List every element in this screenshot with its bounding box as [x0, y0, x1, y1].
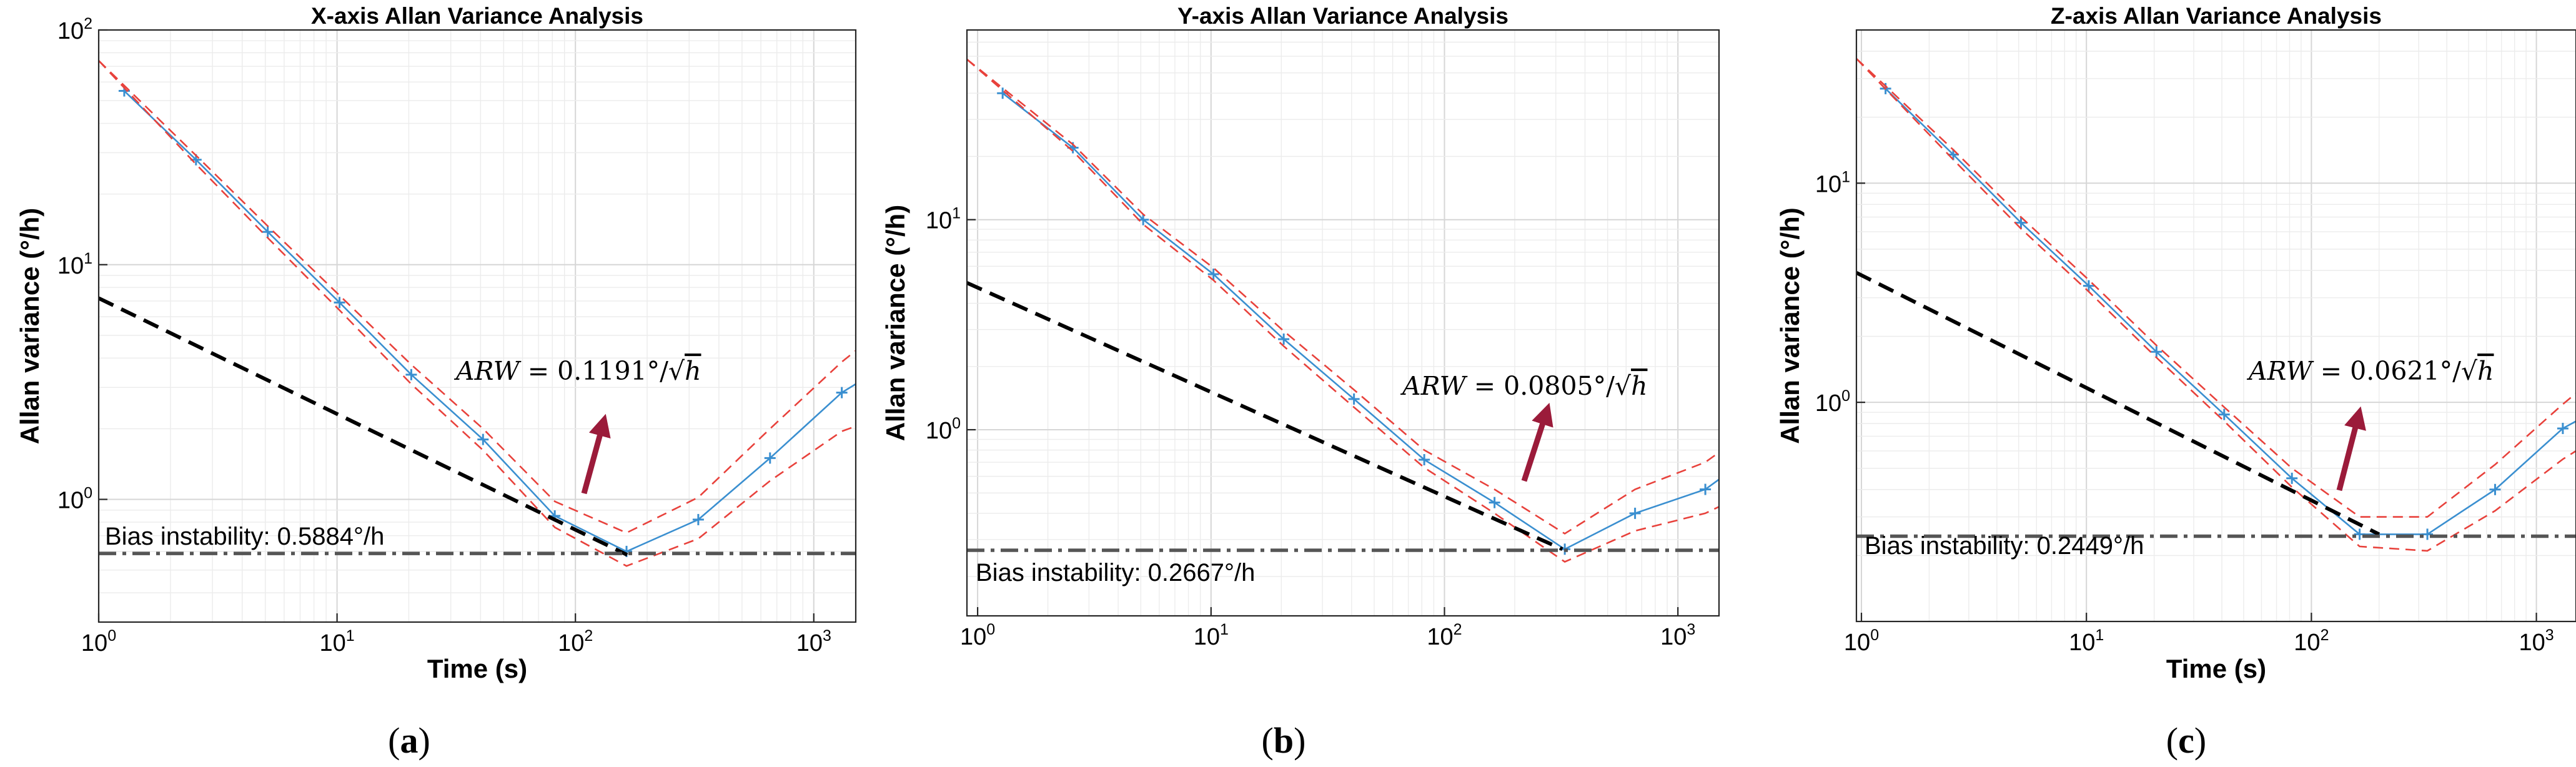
data-point-marker	[2489, 483, 2501, 495]
chart-panel-c: 100 101 102 103 100 101 Z-axis Allan Variance …	[1775, 3, 2576, 761]
arw-annotation: ARW = 0.0805°/√h	[1400, 371, 1647, 401]
data-point-marker	[1278, 333, 1290, 345]
series-line-allan-variance	[1002, 92, 1719, 550]
data-point-marker	[2015, 217, 2027, 229]
x-axis-label: Time (s)	[427, 654, 527, 683]
data-point-marker	[1419, 453, 1430, 465]
y-tick-label: 100	[57, 485, 92, 514]
axes-frame	[966, 29, 1720, 617]
y-axis-label: Allan variance (°/h)	[881, 205, 910, 442]
data-point-marker	[1629, 507, 1641, 519]
y-axis-label: Allan variance (°/h)	[15, 208, 44, 445]
series-line-arw-slope	[967, 281, 1563, 552]
x-tick-label: 100	[960, 621, 995, 650]
plot-area	[1856, 30, 2576, 621]
chart-title: Z-axis Allan Variance Analysis	[2051, 3, 2382, 29]
x-tick-label: 102	[1427, 621, 1462, 650]
panel-label: (a)	[388, 720, 430, 761]
x-tick-label: 100	[1844, 626, 1879, 656]
series-line-lower-bound	[1856, 58, 2576, 552]
x-tick-label: 100	[81, 627, 116, 656]
plot-area	[99, 30, 856, 622]
x-tick-label: 101	[1194, 621, 1229, 650]
series-line-lower-bound	[99, 60, 856, 567]
series-line-arw-slope	[99, 296, 628, 557]
data-point-marker	[405, 369, 417, 380]
data-point-marker	[2151, 346, 2162, 358]
plot-area	[967, 30, 1719, 616]
axes-frame	[97, 29, 857, 623]
data-point-marker	[692, 513, 704, 525]
y-tick-label: 101	[926, 205, 961, 234]
data-point-marker	[2557, 422, 2569, 434]
panel-label: (c)	[2166, 720, 2206, 761]
data-point-marker	[1489, 497, 1500, 508]
bias-instability-label: Bias instability: 0.2449°/h	[1865, 532, 2144, 560]
x-tick-label: 103	[2519, 626, 2554, 656]
y-tick-label: 100	[1815, 387, 1850, 417]
data-point-marker	[764, 452, 776, 464]
axes-frame	[1855, 29, 2576, 623]
data-point-marker	[2422, 528, 2434, 540]
data-point-marker	[1348, 393, 1360, 405]
chart-panel-a: 100 101 102 103 100 101 102 X-axis Allan Varian…	[15, 3, 857, 761]
y-tick-label: 101	[1815, 168, 1850, 197]
x-tick-label: 102	[558, 627, 593, 656]
arw-annotation: ARW = 0.0621°/√h	[2246, 356, 2494, 386]
bias-instability-label: Bias instability: 0.5884°/h	[105, 523, 384, 550]
x-axis-label: Time (s)	[2166, 654, 2266, 683]
y-tick-label: 101	[57, 250, 92, 279]
panel-label: (b)	[1262, 720, 1306, 761]
x-tick-label: 103	[1660, 621, 1695, 650]
data-point-marker	[262, 226, 274, 238]
chart-title: Y-axis Allan Variance Analysis	[1177, 3, 1508, 29]
series-line-upper-bound	[99, 60, 856, 534]
x-tick-label: 102	[2294, 626, 2329, 656]
y-tick-label: 100	[926, 415, 961, 444]
data-point-marker	[477, 433, 489, 445]
series-group	[99, 60, 856, 567]
data-point-marker	[2218, 408, 2230, 420]
x-tick-label: 103	[796, 627, 831, 656]
series-line-allan-variance	[1885, 87, 2576, 535]
bias-instability-label: Bias instability: 0.2667°/h	[976, 559, 1255, 586]
arw-annotation: ARW = 0.1191°/√h	[453, 356, 701, 386]
series-line-arw-slope	[1856, 271, 2380, 537]
chart-panel-b: 100 101 102 103 100 101 Y-axis Allan Variance …	[881, 3, 1720, 761]
x-tick-label: 101	[2069, 626, 2104, 656]
arrow-icon	[2336, 406, 2366, 492]
arrow-icon	[581, 413, 611, 495]
y-tick-label: 102	[57, 15, 92, 44]
arrow-icon	[1521, 402, 1553, 482]
x-tick-label: 101	[320, 627, 355, 656]
data-point-marker	[2286, 472, 2298, 484]
series-line-allan-variance	[124, 90, 856, 553]
data-point-marker	[2354, 528, 2365, 540]
series-group	[967, 58, 1719, 563]
series-group	[1856, 57, 2576, 552]
data-point-marker	[334, 297, 345, 309]
chart-title: X-axis Allan Variance Analysis	[311, 3, 643, 29]
data-point-marker	[1207, 269, 1219, 280]
data-point-marker	[2083, 280, 2094, 292]
y-axis-label: Allan variance (°/h)	[1775, 207, 1805, 444]
data-point-marker	[1700, 483, 1712, 495]
data-point-marker	[836, 387, 848, 398]
series-line-upper-bound	[1856, 57, 2576, 518]
series-line-upper-bound	[967, 58, 1719, 535]
